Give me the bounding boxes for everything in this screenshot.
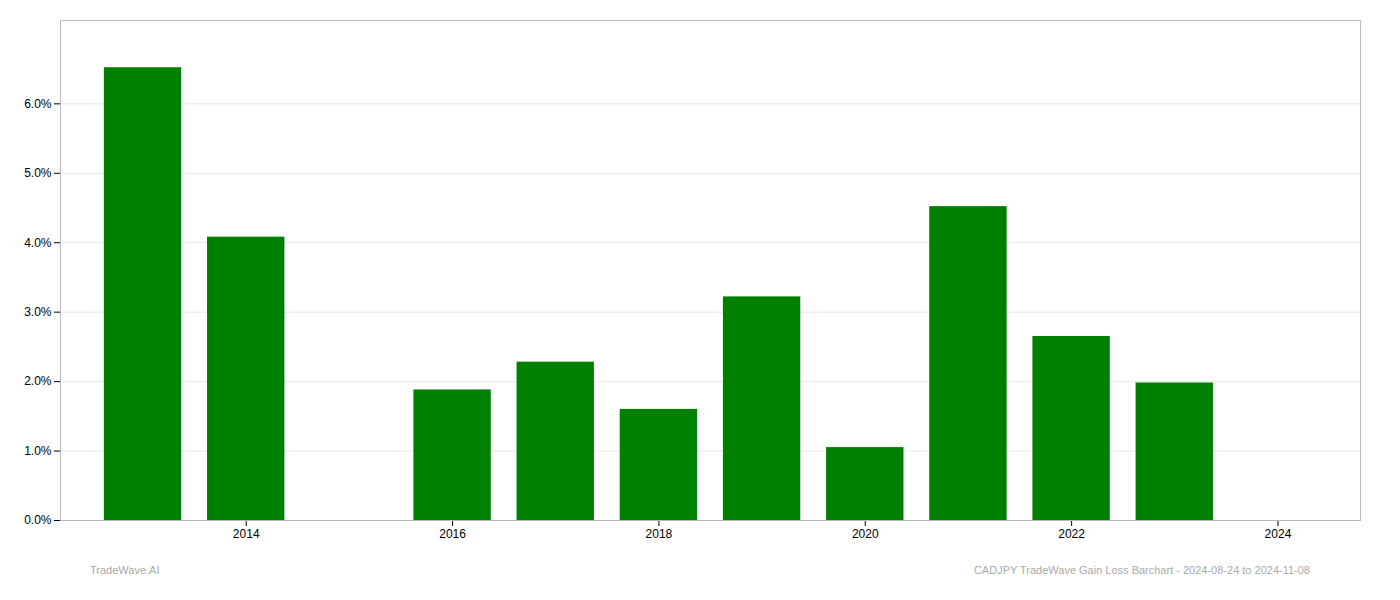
svg-text:2022: 2022 [1058,527,1085,541]
svg-text:0.0%: 0.0% [24,513,52,527]
svg-text:1.0%: 1.0% [24,444,52,458]
svg-text:2018: 2018 [646,527,673,541]
svg-text:2016: 2016 [439,527,466,541]
html-text:TradeWave.AI: TradeWave.AI [90,564,160,576]
svg-text:2024: 2024 [1265,527,1292,541]
svg-text:2.0%: 2.0% [24,374,52,388]
svg-text:5.0%: 5.0% [24,166,52,180]
svg-text:2014: 2014 [233,527,260,541]
svg-text:4.0%: 4.0% [24,236,52,250]
svg-text:3.0%: 3.0% [24,305,52,319]
html-text:CADJPY TradeWave Gain Loss Bar: CADJPY TradeWave Gain Loss Barchart - 20… [973,564,1310,576]
svg-text:2020: 2020 [852,527,879,541]
svg-text:6.0%: 6.0% [24,97,52,111]
